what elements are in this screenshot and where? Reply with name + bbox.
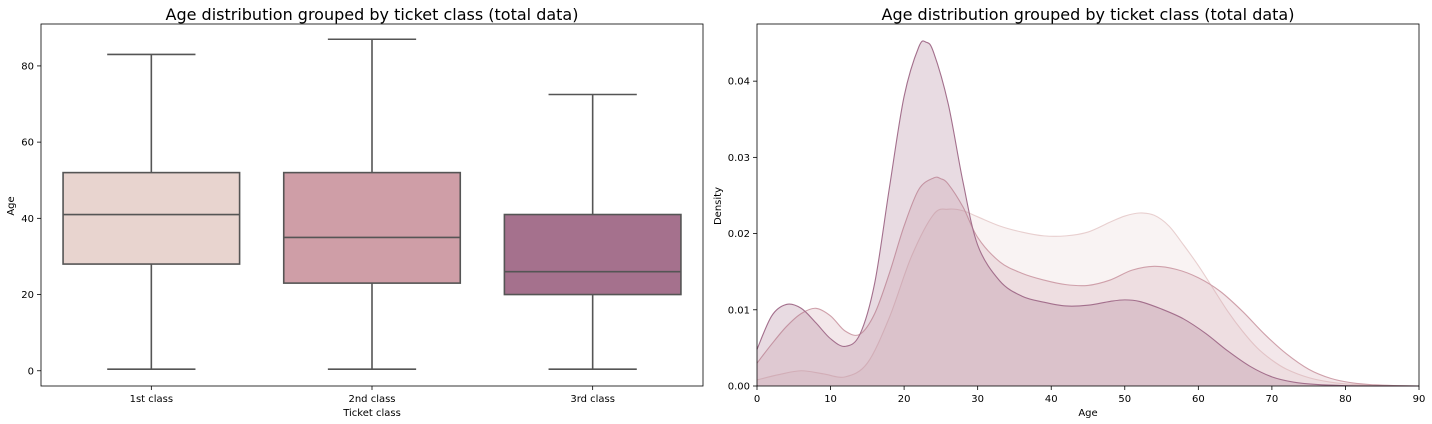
box-chart-title: Age distribution grouped by ticket class… xyxy=(166,5,579,24)
box-chart-axes: 1st class 2nd class 3rd class 0 20 40 60 80 xyxy=(21,61,615,405)
density-area xyxy=(757,208,1419,386)
x-tick-label: 60 xyxy=(1192,394,1205,405)
density-chart: Age distribution grouped by ticket class… xyxy=(713,5,1425,419)
box-chart-xlabel: Ticket class xyxy=(342,408,401,419)
density-chart-title: Age distribution grouped by ticket class… xyxy=(882,5,1295,24)
density-chart-frame xyxy=(756,23,1420,387)
x-tick-label: 30 xyxy=(971,394,984,405)
density-chart-ylabel: Density xyxy=(713,187,724,225)
density-line xyxy=(756,40,1420,387)
box-chart-marks xyxy=(62,38,682,371)
y-tick-label: 20 xyxy=(21,290,34,301)
x-tick-label: 50 xyxy=(1118,394,1131,405)
box-2 xyxy=(282,38,462,371)
x-tick-label: 0 xyxy=(754,394,760,405)
y-tick-label: 0.02 xyxy=(728,229,750,240)
x-tick-label: 40 xyxy=(1045,394,1058,405)
y-tick-label: 0 xyxy=(28,366,34,377)
density-line xyxy=(756,176,1420,387)
density-series-1 xyxy=(756,208,1420,387)
x-tick-label: 20 xyxy=(898,394,911,405)
x-tick-label: 2nd class xyxy=(348,394,395,405)
box-3 xyxy=(503,93,682,371)
x-tick-label: 1st class xyxy=(130,394,174,405)
box-chart-ylabel: Age xyxy=(6,196,17,215)
density-chart-xlabel: Age xyxy=(1078,408,1097,419)
y-tick-label: 0.01 xyxy=(728,305,750,316)
box-body xyxy=(503,213,682,296)
y-tick-label: 60 xyxy=(21,138,34,149)
density-series-2 xyxy=(756,176,1420,387)
x-tick-label: 80 xyxy=(1339,394,1352,405)
y-tick-label: 0.03 xyxy=(728,153,750,164)
box-1 xyxy=(62,53,241,371)
box-plot-chart: Age distribution grouped by ticket class… xyxy=(6,5,704,419)
box-body xyxy=(282,171,462,284)
y-tick-label: 0.04 xyxy=(728,77,750,88)
x-tick-label: 3rd class xyxy=(570,394,615,405)
x-tick-label: 10 xyxy=(824,394,837,405)
density-chart-axes: 0 10 20 30 40 50 60 70 80 90 0.00 0.01 0.02 0.03 0.04 xyxy=(728,77,1426,405)
density-line xyxy=(756,208,1420,387)
box-body xyxy=(62,171,241,265)
density-area xyxy=(757,40,1419,387)
density-chart-marks xyxy=(756,40,1420,387)
box-chart-frame xyxy=(40,23,704,387)
x-tick-label: 90 xyxy=(1413,394,1426,405)
density-series-3 xyxy=(756,40,1420,387)
y-tick-label: 0.00 xyxy=(728,382,750,393)
x-tick-label: 70 xyxy=(1266,394,1279,405)
density-area xyxy=(757,177,1419,386)
y-tick-label: 80 xyxy=(21,61,34,72)
y-tick-label: 40 xyxy=(21,214,34,225)
